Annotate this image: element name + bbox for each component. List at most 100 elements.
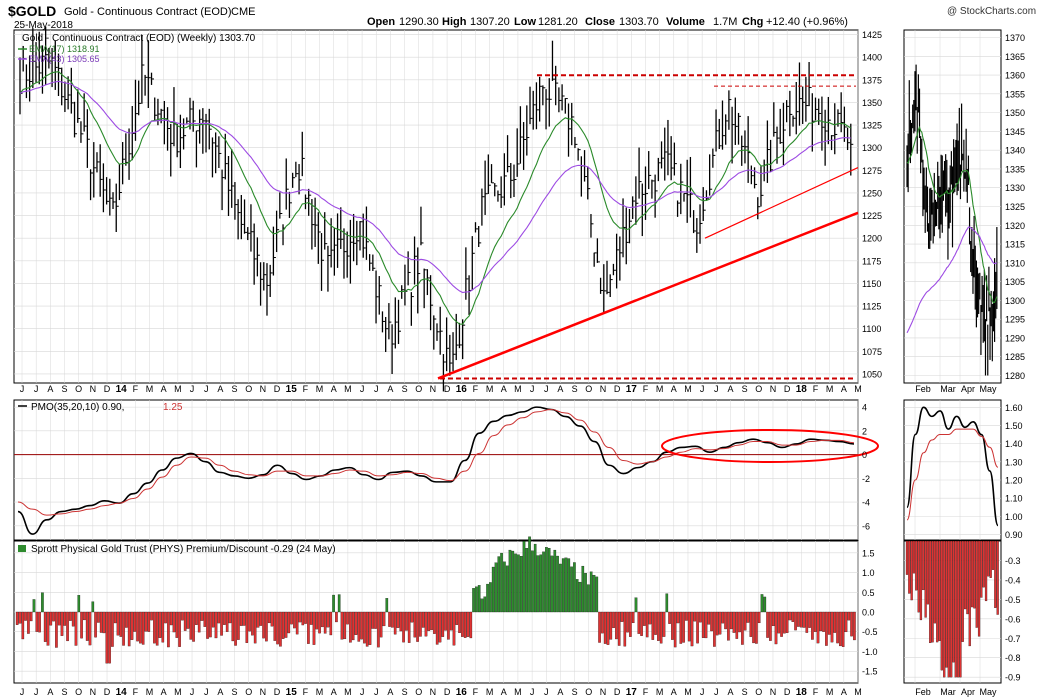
phys-premium-bar — [260, 612, 262, 626]
price-xtick-label: J — [360, 384, 365, 394]
dpmo-ytick-label: 1.10 — [1005, 494, 1023, 504]
phys-premium-bar — [551, 556, 553, 612]
phys-premium-bar — [400, 612, 402, 631]
phys-premium-bar — [464, 612, 466, 638]
hist-xtick-label: D — [274, 687, 281, 697]
phys-premium-bar — [338, 595, 340, 612]
phys-premium-bar — [428, 612, 430, 631]
price-xtick-label: F — [303, 384, 309, 394]
price-ytick-label: 1075 — [862, 347, 882, 357]
phys-premium-bar — [388, 612, 390, 627]
daily-phys-premium-bar — [973, 541, 975, 608]
phys-premium-bar — [691, 612, 693, 646]
daily-phys-premium-bar — [913, 541, 915, 573]
phys-premium-bar — [526, 548, 528, 612]
phys-premium-bar — [16, 612, 18, 625]
phys-premium-bar — [153, 612, 155, 643]
hist-xtick-label: S — [402, 687, 408, 697]
daily-phys-premium-bar — [964, 541, 966, 609]
price-xtick-label: D — [614, 384, 621, 394]
phys-premium-bar — [663, 612, 665, 637]
dprice-ytick-label: 1315 — [1005, 240, 1025, 250]
phys-premium-bar — [842, 612, 844, 647]
phys-premium-bar — [789, 612, 791, 620]
pmo-ytick-label: 4 — [862, 403, 867, 413]
phys-premium-bar — [761, 594, 763, 612]
dprice-ytick-label: 1365 — [1005, 52, 1025, 62]
phys-premium-bar — [44, 612, 46, 642]
hist-xtick-label: O — [415, 687, 422, 697]
phys-premium-bar — [699, 612, 701, 622]
phys-premium-bar — [724, 612, 726, 629]
price-ytick-label: 1425 — [862, 30, 882, 40]
pmo-ytick-label: -2 — [862, 474, 870, 484]
phys-premium-bar — [792, 612, 794, 622]
price-xtick-label: J — [34, 384, 39, 394]
phys-premium-bar — [173, 612, 175, 632]
phys-premium-bar — [492, 567, 494, 612]
dprice-ytick-label: 1310 — [1005, 258, 1025, 268]
low-label: Low — [514, 16, 536, 28]
phys-premium-bar — [517, 555, 519, 612]
hist-xtick-label: N — [90, 687, 97, 697]
phys-premium-bar — [610, 612, 612, 639]
phys-premium-bar — [484, 597, 486, 612]
price-xtick-label: D — [104, 384, 111, 394]
phys-premium-bar — [148, 612, 150, 632]
ema17-legend: EMA(17) 1318.91 — [29, 44, 100, 54]
phys-premium-bar — [500, 553, 502, 612]
phys-premium-bar — [416, 612, 418, 642]
daily-phys-premium-bar — [948, 541, 950, 677]
phys-premium-bar — [540, 555, 542, 612]
phys-premium-bar — [24, 612, 26, 621]
phys-premium-bar — [220, 612, 222, 635]
daily-phys-premium-bar — [943, 541, 945, 677]
phys-premium-bar — [330, 612, 332, 635]
hist-xtick-label: A — [331, 687, 337, 697]
phys-premium-bar — [52, 612, 54, 621]
phys-premium-bar — [716, 612, 718, 635]
price-ytick-label: 1200 — [862, 234, 882, 244]
phys-premium-bar — [834, 612, 836, 633]
phys-premium-bar — [618, 612, 620, 646]
phys-premium-bar — [680, 612, 682, 644]
dprice-ytick-label: 1290 — [1005, 333, 1025, 343]
phys-premium-bar — [94, 612, 96, 637]
phys-premium-bar — [33, 599, 35, 612]
price-xtick-label: S — [62, 384, 68, 394]
phys-premium-bar — [666, 594, 668, 612]
hist-ytick-label: -0.5 — [862, 627, 878, 637]
price-ytick-label: 1050 — [862, 369, 882, 379]
phys-premium-bar — [346, 612, 348, 624]
hist-xtick-label: M — [486, 687, 494, 697]
price-xtick-label: M — [826, 384, 834, 394]
phys-premium-bar — [307, 612, 309, 644]
hist-xtick-label: F — [813, 687, 819, 697]
phys-premium-bar — [246, 612, 248, 643]
phys-premium-bar — [131, 612, 133, 640]
hist-xtick-label: M — [854, 687, 862, 697]
dprice-ytick-label: 1320 — [1005, 221, 1025, 231]
phys-premium-bar — [850, 612, 852, 636]
phys-premium-bar — [632, 612, 634, 623]
dpmo-ytick-label: 1.60 — [1005, 403, 1023, 413]
dhist-ytick-label: -0.7 — [1005, 634, 1021, 644]
phys-premium-bar — [433, 612, 435, 634]
phys-premium-bar — [86, 612, 88, 641]
phys-premium-bar — [565, 558, 567, 612]
price-xtick-label: A — [47, 384, 53, 394]
phys-premium-bar — [831, 612, 833, 642]
price-xtick-label: M — [656, 384, 664, 394]
hist-xtick-label: M — [656, 687, 664, 697]
phys-premium-bar — [274, 612, 276, 641]
phys-premium-bar — [117, 612, 119, 635]
high-label: High — [442, 16, 467, 28]
phys-premium-bar — [190, 612, 192, 639]
phys-premium-bar — [674, 612, 676, 647]
phys-premium-bar — [419, 612, 421, 636]
dprice-xtick-label: Apr — [961, 384, 975, 394]
phys-premium-bar — [467, 612, 469, 637]
phys-premium-bar — [657, 612, 659, 641]
price-ytick-label: 1100 — [862, 324, 881, 334]
ema43-legend: EMA(43) 1305.65 — [29, 54, 100, 64]
